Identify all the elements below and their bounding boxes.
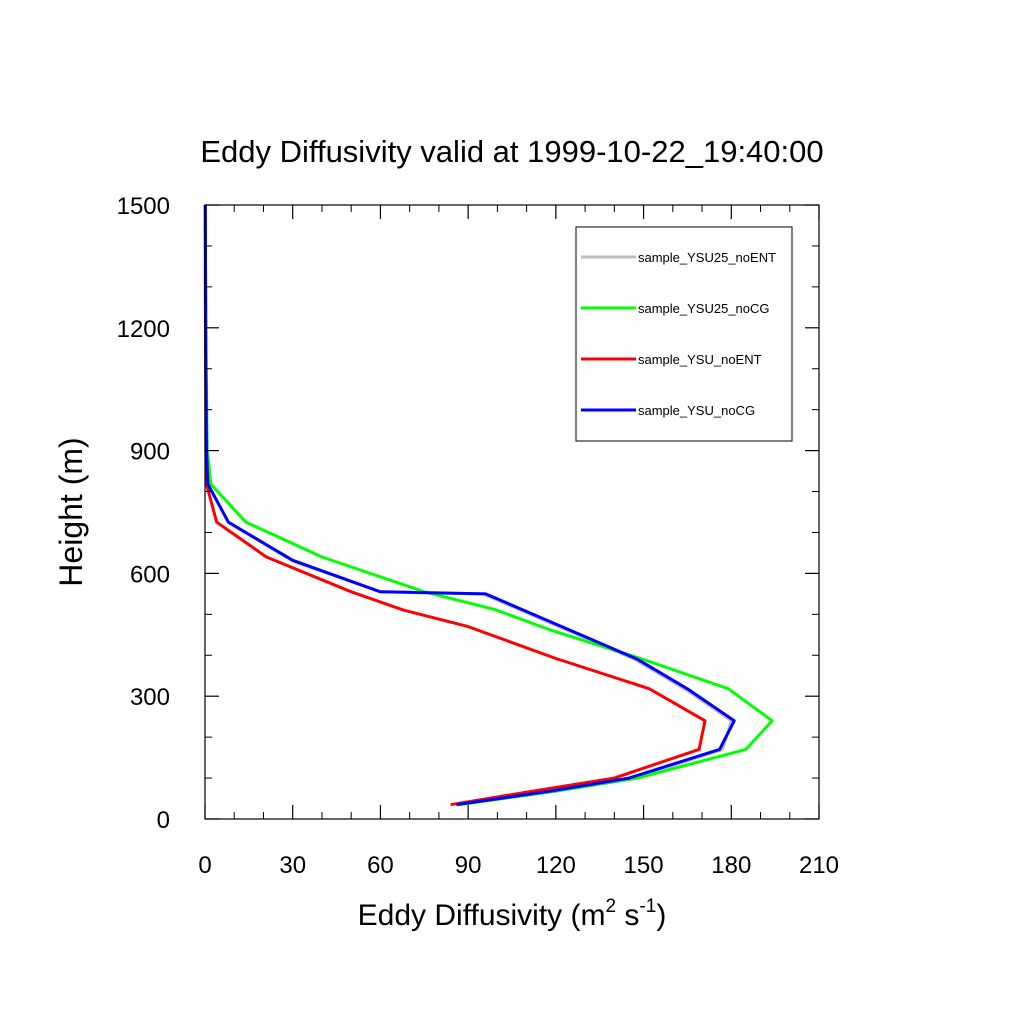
chart-title: Eddy Diffusivity valid at 1999-10-22_19:… <box>200 134 823 169</box>
series-line-4 <box>203 204 736 807</box>
x-tick-label: 60 <box>367 852 394 879</box>
y-tick-label: 600 <box>130 561 170 588</box>
legend-label: sample_YSU25_noCG <box>638 301 770 316</box>
x-tick-label: 30 <box>279 852 306 879</box>
y-tick-label: 900 <box>130 439 170 466</box>
x-tick-label: 180 <box>711 852 751 879</box>
legend-label: sample_YSU_noCG <box>638 403 755 418</box>
series-layer <box>203 204 774 807</box>
legend-box <box>575 226 793 442</box>
x-tick-label: 210 <box>799 852 839 879</box>
x-axis-label-main: Eddy Diffusivity (m <box>358 899 606 932</box>
legend-label: sample_YSU_noENT <box>638 352 762 367</box>
y-axis: 0 300 600 900 1200 1500 <box>117 193 819 834</box>
y-axis-label: Height (m) <box>53 437 89 586</box>
x-tick-label: 90 <box>455 852 482 879</box>
x-axis-label-end: ) <box>656 899 666 932</box>
x-axis-label-sup1: 2 <box>606 896 617 917</box>
x-axis-label-sup2: -1 <box>639 896 656 917</box>
y-tick-label: 1500 <box>117 193 170 220</box>
plot-frame <box>204 204 820 820</box>
x-tick-label: 150 <box>624 852 664 879</box>
x-tick-label: 120 <box>536 852 576 879</box>
y-tick-label: 0 <box>157 807 170 834</box>
legend-label: sample_YSU25_noENT <box>638 250 776 265</box>
y-tick-label: 1200 <box>117 316 170 343</box>
x-axis: 0 30 60 90 120 150 180 210 <box>198 205 839 879</box>
y-tick-label: 300 <box>130 684 170 711</box>
legend: sample_YSU25_noENT sample_YSU25_noCGsampl… <box>575 226 793 442</box>
x-axis-label-mid: s <box>616 899 639 932</box>
x-axis-label: Eddy Diffusivity (m2 s-1) <box>358 896 667 932</box>
x-tick-label: 0 <box>198 852 211 879</box>
